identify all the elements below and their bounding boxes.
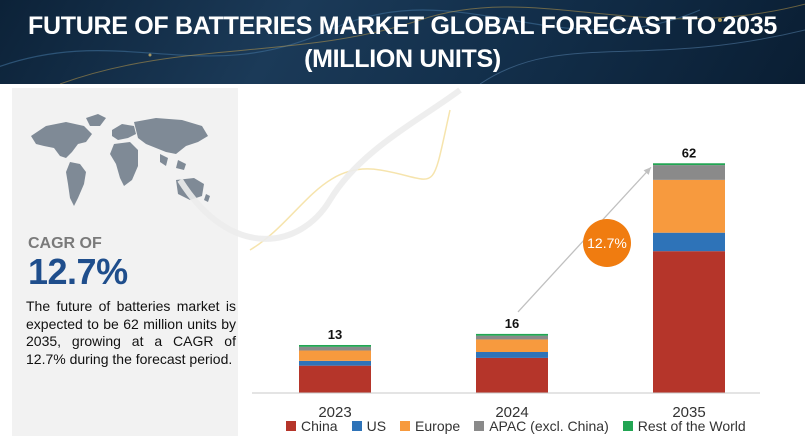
chart-legend: China US Europe APAC (excl. China) Rest of t… [286,418,760,434]
legend-swatch [286,421,296,431]
total-label-2035: 62 [682,145,696,160]
bar-segment-2024-europe [476,339,548,353]
bar-segment-2023-rest-of-the-world [299,344,371,347]
summary-panel: CAGR OF 12.7% The future of batteries ma… [12,88,238,436]
page-title: FUTURE OF BATTERIES MARKET GLOBAL FORECA… [0,10,805,76]
bar-segment-2035-china [653,251,725,393]
bar-segment-2024-rest-of-the-world [476,333,548,336]
total-label-2023: 13 [328,327,342,342]
legend-swatch [474,421,485,431]
decorative-swoosh [177,87,462,242]
bar-segment-2024-apac-excl-china- [476,335,548,340]
annotation-layer: 12.7% [517,166,652,313]
legend-label: US [366,418,387,434]
bar-segment-2023-europe [299,350,371,361]
summary-description: The future of batteries market is expect… [26,298,236,367]
legend-swatch [622,421,633,431]
cagr-bubble-label: 12.7% [587,235,627,251]
legend-item-apac-excl-china-: APAC (excl. China) [474,418,609,434]
legend-label: APAC (excl. China) [489,418,609,434]
bar-segment-2023-china [299,365,371,393]
header-banner: FUTURE OF BATTERIES MARKET GLOBAL FORECA… [0,0,805,84]
growth-arrow-head [643,167,651,175]
bar-segment-2024-us [476,352,548,358]
labels-layer: 13 2023 16 2024 62 2035 [318,145,705,421]
bar-segment-2035-apac-excl-china- [653,165,725,180]
x-tick-label-2035: 2035 [672,404,705,421]
bar-segment-2023-us [299,360,371,366]
legend-item-us: US [351,418,387,434]
legend-swatch [400,421,411,431]
cagr-bubble [583,219,631,267]
legend-label: Europe [415,418,461,434]
bar-segment-2024-china [476,357,548,393]
legend-item-china: China [286,418,338,434]
bar-segment-2035-us [653,232,725,252]
x-tick-label-2024: 2024 [495,404,528,421]
x-tick-label-2023: 2023 [318,404,351,421]
bar-segment-2023-apac-excl-china- [299,346,371,351]
legend-swatch [351,421,362,431]
total-label-2024: 16 [505,316,519,331]
legend-label: Rest of the World [637,418,746,434]
title-line-2: (MILLION UNITS) [304,45,501,73]
legend-item-europe: Europe [400,418,460,434]
header-light-streaks [0,3,805,84]
legend-label: China [301,418,338,434]
decorative-curve [249,109,451,251]
cagr-label: CAGR OF [28,235,102,252]
legend-item-rest-of-the-world: Rest of the World [622,418,746,434]
bar-segment-2035-rest-of-the-world [653,163,725,166]
cagr-value: 12.7% [28,251,128,292]
title-line-1: FUTURE OF BATTERIES MARKET GLOBAL FORECA… [28,12,777,40]
bars-layer [252,163,760,394]
bar-segment-2035-europe [653,179,725,233]
